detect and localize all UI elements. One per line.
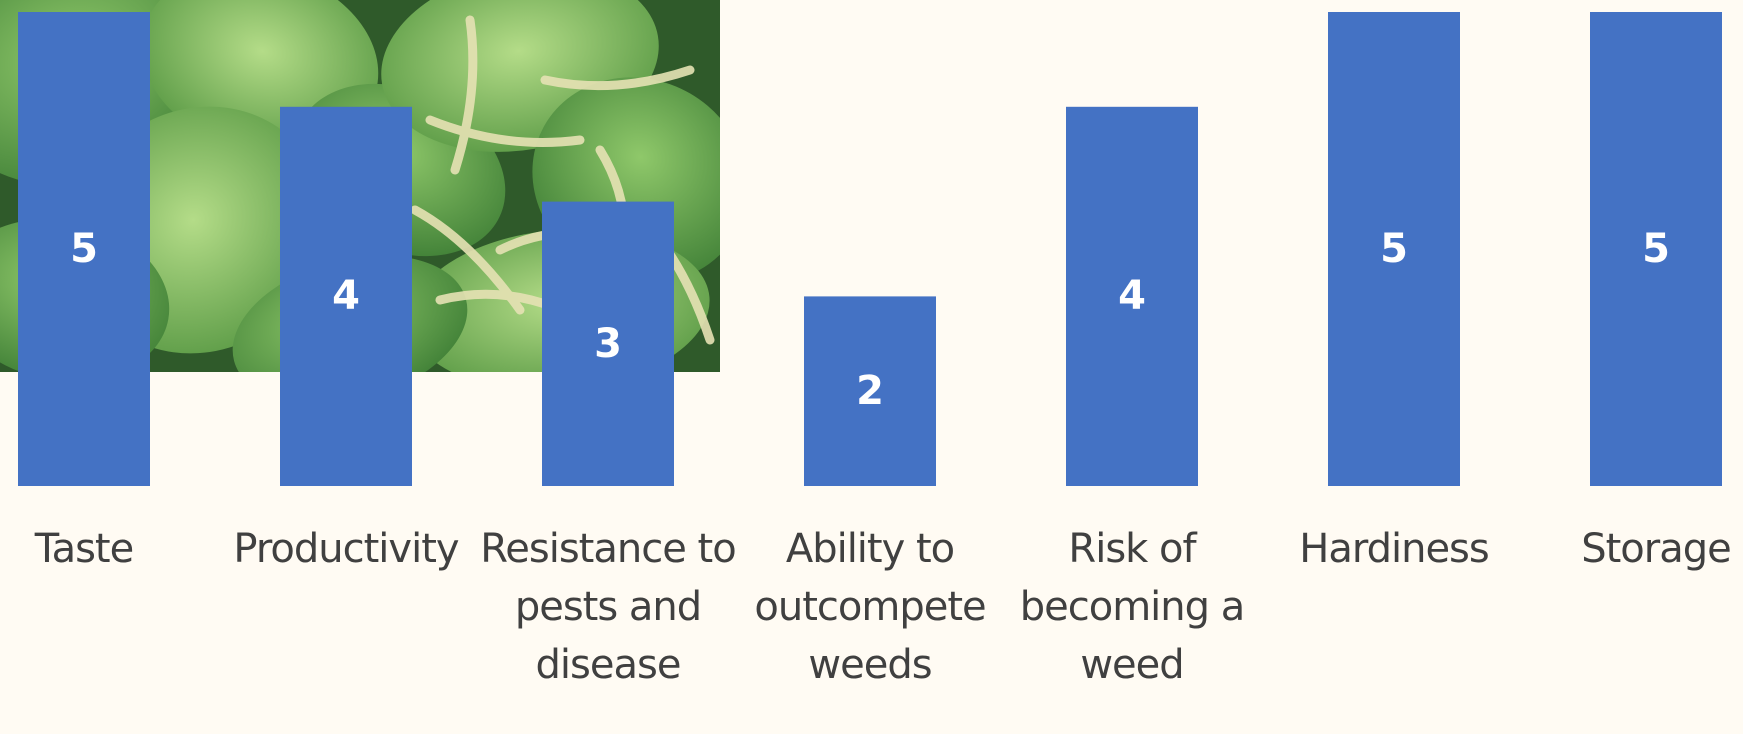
category-label-4: Risk of becoming a weed (1004, 520, 1260, 694)
bar-value-label-6: 5 (1642, 226, 1670, 272)
category-label-5: Hardiness (1266, 520, 1522, 578)
category-label-line: disease (535, 642, 682, 688)
category-label-line: Productivity (233, 526, 459, 572)
bar-5 (1328, 12, 1460, 486)
bar-3 (804, 296, 936, 486)
category-label-line: Resistance to (480, 526, 736, 572)
category-label-0: Taste (0, 520, 212, 578)
bar-4 (1066, 106, 1198, 487)
bar-value-label-2: 3 (594, 320, 622, 367)
category-label-line: Hardiness (1299, 526, 1489, 572)
category-label-line: Risk of (1068, 526, 1196, 572)
category-label-line: becoming a (1019, 584, 1246, 630)
category-label-line: weed (1080, 642, 1184, 688)
category-label-line: Ability to (785, 526, 955, 572)
bar-value-label-3: 2 (856, 368, 884, 415)
category-label-1: Productivity (218, 520, 474, 578)
category-label-line: Storage (1581, 526, 1732, 572)
bar-value-label-1: 4 (332, 273, 360, 320)
bar-6 (1590, 12, 1722, 486)
category-label-6: Storage (1528, 520, 1743, 578)
bar-value-label-4: 4 (1118, 273, 1146, 320)
bar-value-label-5: 5 (1380, 226, 1408, 272)
bar-1 (280, 106, 412, 487)
category-label-2: Resistance to pests and disease (480, 520, 736, 694)
category-label-line: Taste (34, 526, 134, 572)
category-label-line: pests and (514, 584, 702, 630)
bar-value-label-0: 5 (70, 226, 98, 272)
category-label-line: weeds (808, 642, 932, 688)
category-label-line: outcompete (754, 584, 986, 630)
bar-0 (18, 12, 150, 486)
bar-2 (542, 201, 674, 486)
category-label-3: Ability to outcompete weeds (742, 520, 998, 694)
